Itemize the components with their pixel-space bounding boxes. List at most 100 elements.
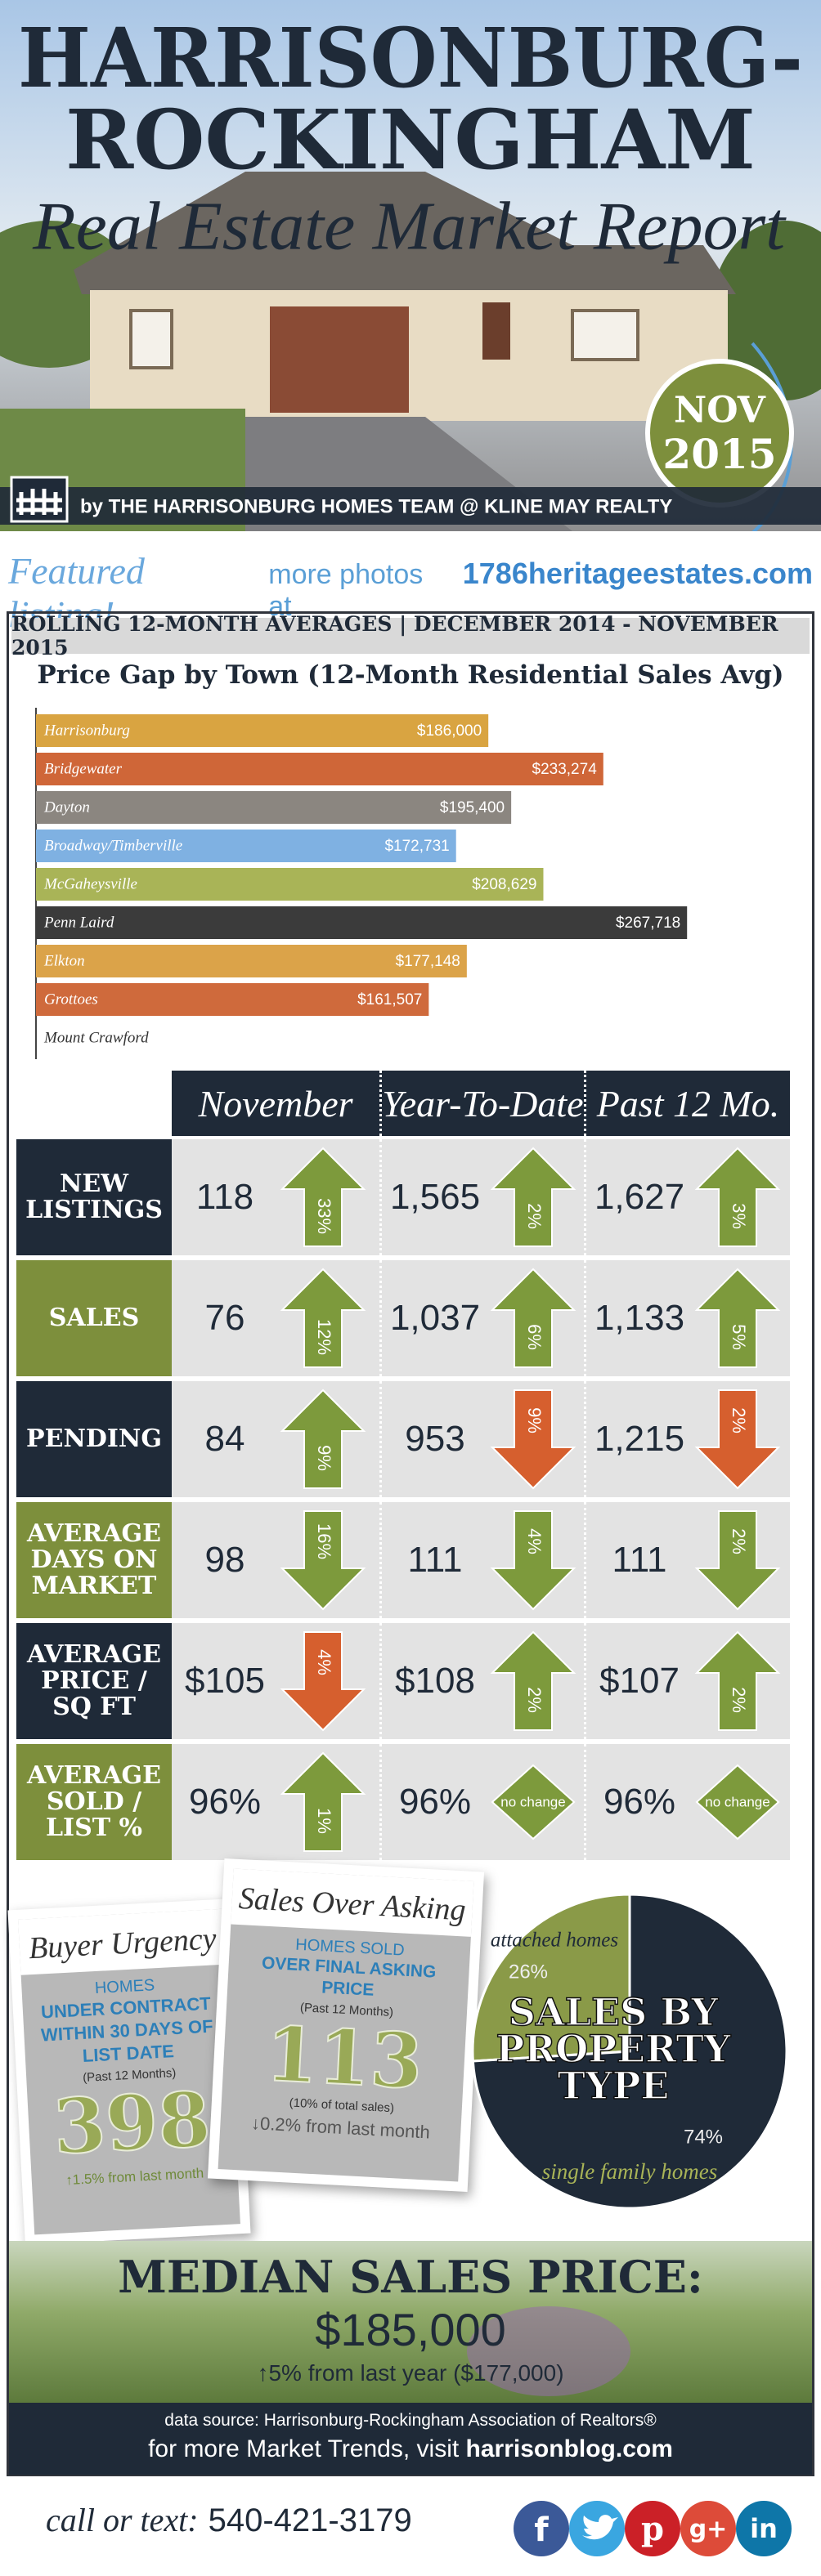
cell-value: 111 bbox=[612, 1540, 667, 1580]
cell: 96% 1% bbox=[172, 1744, 379, 1860]
cell: $105 4% bbox=[172, 1623, 379, 1739]
bar bbox=[36, 714, 489, 747]
cell-value: 96% bbox=[603, 1782, 676, 1822]
card-title: Sales Over Asking bbox=[231, 1868, 474, 1937]
tree bbox=[711, 221, 821, 400]
cell: 96% no change bbox=[379, 1744, 584, 1860]
change-indicator: 5% bbox=[694, 1268, 781, 1368]
change-label: 16% bbox=[314, 1523, 334, 1559]
change-label: 33% bbox=[314, 1198, 334, 1234]
value-label: $186,000 bbox=[417, 722, 482, 740]
pie-category-label: single family homes bbox=[542, 2159, 717, 2184]
title-line: HARRISONBURG- bbox=[18, 10, 803, 106]
column-header: Year-To-Date bbox=[379, 1071, 584, 1136]
facebook-icon[interactable] bbox=[514, 2501, 569, 2556]
change-label: 9% bbox=[314, 1445, 334, 1471]
category-label: Broadway/Timberville bbox=[44, 837, 182, 854]
cell-value: 76 bbox=[204, 1298, 245, 1338]
column-header: Past 12 Mo. bbox=[584, 1071, 790, 1136]
arrow bbox=[694, 1389, 781, 1490]
pie-value-label: 74% bbox=[684, 2126, 723, 2148]
arrow bbox=[694, 1268, 781, 1368]
pie-slice bbox=[471, 1893, 631, 2063]
panel bbox=[7, 611, 814, 2476]
bar bbox=[36, 945, 467, 977]
change-label: 4% bbox=[314, 1649, 334, 1675]
change-label: 2% bbox=[729, 1528, 749, 1554]
cell-value: 1,037 bbox=[389, 1298, 481, 1338]
cell-value: 118 bbox=[195, 1177, 254, 1217]
cell-value: $108 bbox=[395, 1661, 475, 1701]
change-label: 4% bbox=[524, 1528, 545, 1554]
subtitle: Real Estate Market Report bbox=[32, 188, 787, 264]
value-label: $195,400 bbox=[440, 799, 505, 816]
arrow bbox=[280, 1510, 366, 1611]
change-indicator: 6% bbox=[490, 1268, 576, 1368]
title-line: ROCKINGHAM bbox=[65, 92, 756, 188]
card-title: Buyer Urgency bbox=[18, 1908, 227, 1975]
flowers bbox=[467, 2306, 630, 2396]
facebook-letter: f bbox=[534, 2511, 549, 2549]
garage-door bbox=[270, 306, 409, 413]
pie-slice bbox=[471, 1893, 788, 2210]
googleplus-icon[interactable] bbox=[680, 2501, 736, 2556]
row-label: AVERAGE SOLD / LIST % bbox=[16, 1744, 172, 1860]
cell: 1,215 2% bbox=[584, 1381, 790, 1497]
stats-table: November Year-To-Date Past 12 Mo. NEW LISTI… bbox=[16, 1071, 790, 1863]
pinterest-icon[interactable] bbox=[625, 2501, 680, 2556]
door bbox=[482, 302, 510, 360]
change-indicator: 2% bbox=[694, 1510, 781, 1611]
arrow bbox=[695, 1764, 780, 1840]
pinterest-letter: p bbox=[641, 2510, 664, 2548]
card-body: Sales Over Asking HOMES SOLD OVER FINAL … bbox=[218, 1868, 474, 2182]
byline-strip bbox=[0, 487, 821, 525]
category-label: McGaheysville bbox=[43, 875, 137, 892]
byline: by THE HARRISONBURG HOMES TEAM @ KLINE M… bbox=[80, 495, 672, 517]
bar-chart: $186,000 Harrisonburg $233,274 Bridgewater $… bbox=[35, 708, 688, 1059]
footer-link: harrisonblog.com bbox=[465, 2435, 673, 2462]
roof bbox=[74, 172, 736, 294]
cell: 111 4% bbox=[379, 1502, 584, 1618]
bar bbox=[36, 753, 603, 785]
window bbox=[571, 309, 639, 361]
value-label: $267,718 bbox=[616, 915, 680, 932]
arrow bbox=[490, 1268, 576, 1368]
badge-year: 2015 bbox=[662, 430, 776, 478]
category-label: Harrisonburg bbox=[43, 722, 130, 739]
cell: 96% no change bbox=[584, 1744, 790, 1860]
cell: 76 12% bbox=[172, 1260, 379, 1376]
column-header: November bbox=[172, 1071, 379, 1136]
median-value: $185,000 bbox=[315, 2304, 506, 2355]
change-label: 2% bbox=[524, 1203, 545, 1229]
cell-value: 96% bbox=[398, 1782, 472, 1822]
linkedin-icon[interactable] bbox=[736, 2501, 792, 2556]
cell-value: $107 bbox=[599, 1661, 680, 1701]
cell: 1,627 3% bbox=[584, 1139, 790, 1255]
cell-value: $105 bbox=[185, 1661, 265, 1701]
change-label: 2% bbox=[729, 1687, 749, 1713]
contact-label: call or text: bbox=[46, 2502, 199, 2538]
cell-value: 953 bbox=[405, 1419, 465, 1459]
twitter-bird bbox=[582, 2515, 618, 2540]
badge-month: NOV bbox=[674, 390, 766, 432]
arrow bbox=[280, 1751, 366, 1852]
cell-value: 1,133 bbox=[594, 1298, 685, 1338]
category-label: Dayton bbox=[43, 798, 90, 816]
change-label: 6% bbox=[524, 1324, 545, 1350]
row-label: PENDING bbox=[16, 1381, 172, 1497]
value-label: $208,629 bbox=[472, 876, 536, 893]
row-label: NEW LISTINGS bbox=[16, 1139, 172, 1255]
googleplus-letter: g+ bbox=[689, 2516, 728, 2544]
arrow bbox=[694, 1510, 781, 1611]
banner: ROLLING 12-MONTH AVERAGES | DECEMBER 201… bbox=[11, 612, 810, 660]
pie-category-label: attached homes bbox=[491, 1930, 618, 1952]
change-label: 3% bbox=[729, 1203, 749, 1229]
cell: 1,133 5% bbox=[584, 1260, 790, 1376]
change-label: 12% bbox=[314, 1319, 334, 1355]
contact-phone: 540-421-3179 bbox=[208, 2502, 412, 2538]
cell-value: 84 bbox=[204, 1419, 245, 1459]
arrow bbox=[694, 1630, 781, 1731]
footer-text: for more Market Trends, visit bbox=[148, 2435, 460, 2462]
window bbox=[129, 309, 173, 369]
